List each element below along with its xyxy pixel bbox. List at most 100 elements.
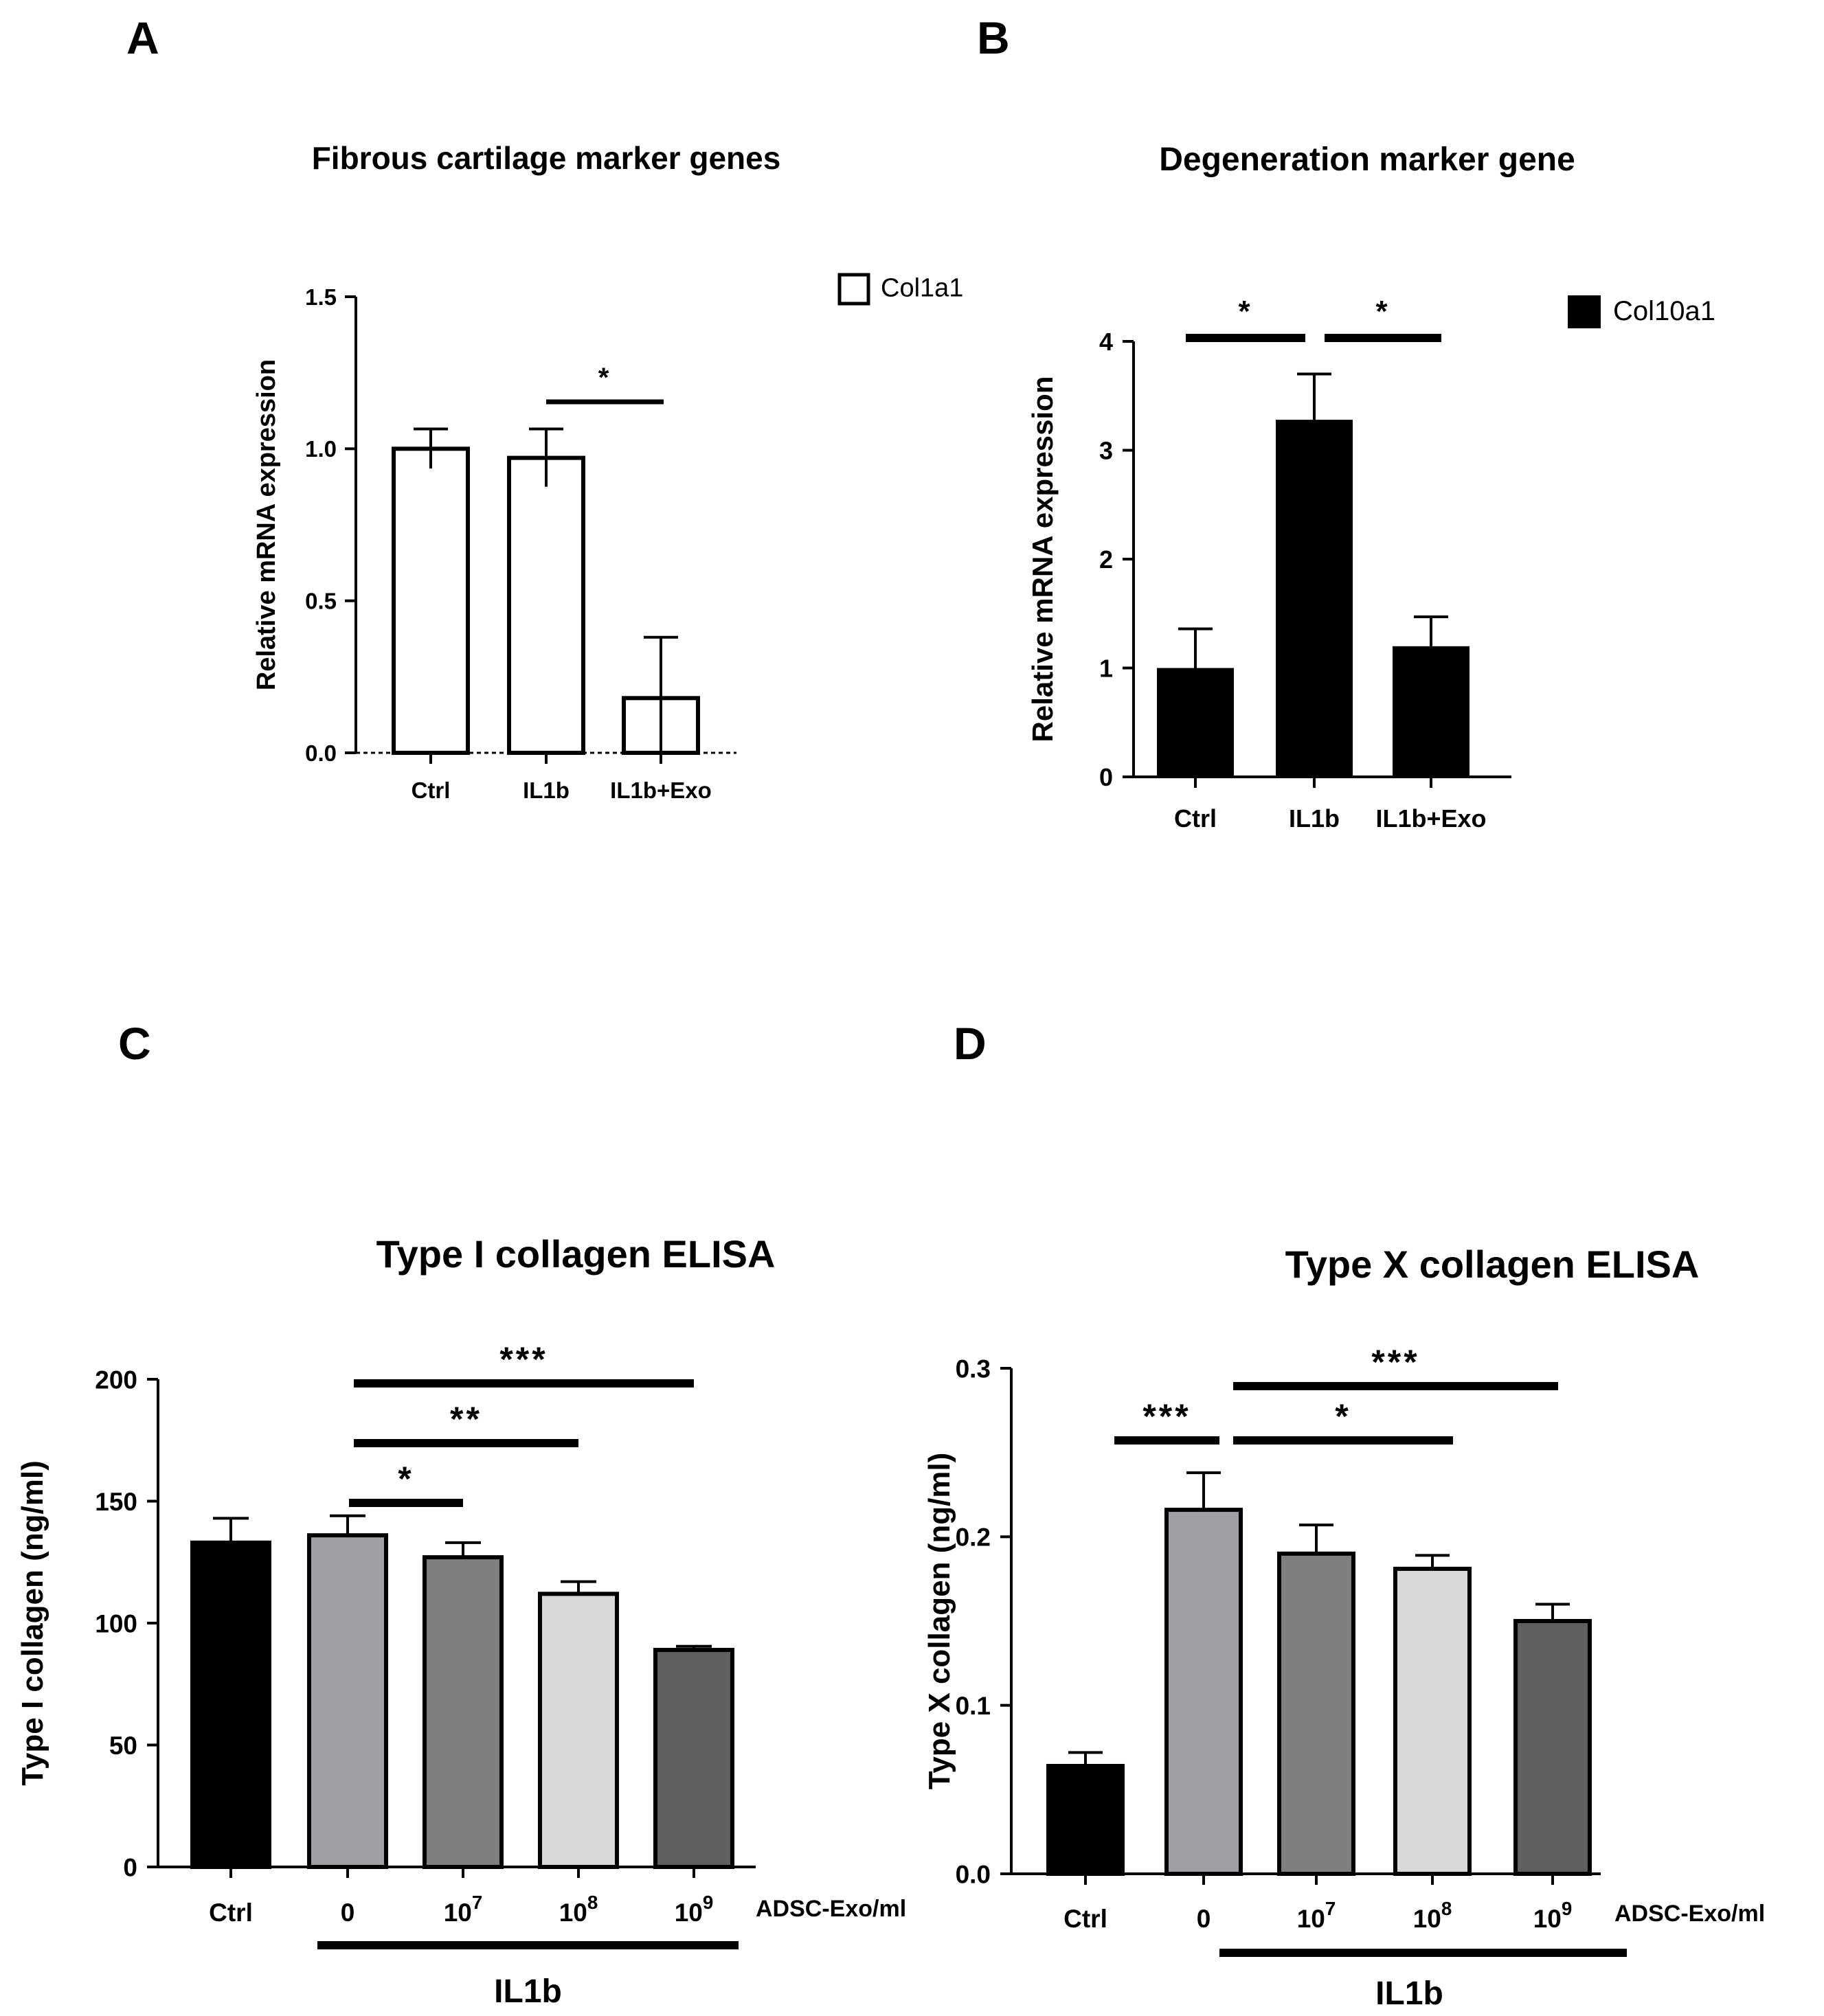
legend: Col10a1 [1568, 295, 1715, 328]
x-tick-label-exponent: 9 [1562, 1898, 1572, 1919]
bar [307, 1533, 388, 1869]
significance-label: * [1238, 295, 1252, 328]
x-tick-label: IL1b+Exo [1375, 804, 1486, 833]
panel-letter-a: A [126, 12, 159, 63]
x-tick-label-exponent: 7 [1325, 1898, 1336, 1919]
y-axis-label: Type I collagen (ng/ml) [16, 1460, 49, 1785]
bar [1393, 1566, 1472, 1877]
panel-letter-d: D [954, 1018, 987, 1069]
y-axis-label: Type X collagen (ng/ml) [923, 1453, 956, 1790]
group-bar [1219, 1949, 1627, 1957]
x-tick-label: Ctrl [412, 778, 451, 803]
x-tick-label: 0 [341, 1899, 355, 1927]
x-tick-label: IL1b [523, 778, 570, 803]
x-tick-label-base: Ctrl [209, 1899, 253, 1927]
x-tick-label: 0 [1197, 1905, 1211, 1933]
significance-label: * [1375, 295, 1390, 328]
x-tick-label-base: Ctrl [1063, 1905, 1107, 1933]
x-tick-label-exponent: 8 [587, 1892, 598, 1913]
y-tick-label: 2 [1099, 545, 1113, 574]
x-tick-label: 108 [559, 1892, 598, 1927]
group-label: IL1b [494, 1973, 562, 2010]
x-axis-label: ADSC-Exo/ml [756, 1896, 906, 1922]
significance-bar [546, 399, 664, 405]
bar [1164, 1508, 1243, 1877]
significance-bar [1233, 1382, 1558, 1390]
chart-a: Fibrous cartilage marker genes 0.0 0.5 1.0 1… [252, 140, 963, 803]
x-tick-label-base: 0 [341, 1899, 355, 1927]
x-tick-label-exponent: 7 [472, 1892, 482, 1913]
significance-label: *** [499, 1340, 548, 1379]
x-tick-label: 107 [444, 1892, 483, 1927]
y-tick-label: 0.3 [956, 1355, 991, 1383]
significance-label: *** [1142, 1397, 1191, 1436]
significance-label: *** [1371, 1343, 1419, 1381]
bar [1393, 646, 1470, 777]
significance-bar [354, 1379, 694, 1388]
y-axis-label: Relative mRNA expression [1026, 376, 1059, 743]
x-tick-label: Ctrl [1174, 804, 1217, 833]
significance-bar [354, 1439, 578, 1447]
y-tick-label: 0 [1099, 763, 1113, 791]
x-tick-label: Ctrl [1063, 1905, 1107, 1933]
x-tick-label: 108 [1413, 1898, 1452, 1933]
x-tick-label-base: 0 [1197, 1905, 1211, 1933]
y-tick-label: 200 [95, 1366, 137, 1394]
x-tick-label: Ctrl [209, 1899, 253, 1927]
significance-label: * [1335, 1397, 1351, 1436]
x-tick-label-exponent: 8 [1441, 1898, 1452, 1919]
y-axis-label: Relative mRNA expression [252, 359, 281, 690]
panel-letter-b: B [977, 12, 1010, 63]
chart-title: Fibrous cartilage marker genes [312, 140, 781, 176]
bar [1513, 1619, 1592, 1876]
x-tick-label-base: 10 [1413, 1905, 1441, 1933]
bar [1276, 420, 1353, 777]
legend: Col1a1 [837, 273, 963, 306]
chart-d: Type X collagen ELISA 0.0 0.1 0.2 0.3 Type X … [923, 1243, 1765, 2012]
y-tick-label: 1.5 [305, 284, 337, 310]
significance-label: * [398, 1460, 414, 1498]
y-tick-label: 1.0 [305, 436, 337, 462]
bar [392, 446, 470, 755]
significance-label: ** [450, 1400, 482, 1438]
x-axis-label: ADSC-Exo/ml [1614, 1901, 1765, 1927]
x-tick-label: 107 [1297, 1898, 1336, 1933]
x-tick-label-base: 10 [444, 1899, 472, 1927]
y-tick-label: 0.1 [956, 1692, 991, 1720]
x-tick-label: IL1b [1289, 804, 1340, 833]
x-tick-label: 109 [675, 1892, 714, 1927]
x-tick-label-base: 10 [1533, 1905, 1562, 1933]
significance-label: * [598, 363, 612, 393]
chart-b: Degeneration marker gene 0 1 2 3 4 Relative mR… [1026, 141, 1715, 833]
significance-bar [1325, 334, 1441, 342]
y-tick-label: 0.0 [956, 1860, 991, 1888]
bar [190, 1540, 271, 1870]
y-tick-label: 3 [1099, 436, 1113, 464]
y-tick-label: 0.5 [305, 589, 337, 614]
group-label: IL1b [1375, 1975, 1443, 2012]
bar [1046, 1763, 1125, 1876]
bar [1157, 668, 1234, 777]
y-tick-label: 4 [1099, 328, 1113, 356]
x-tick-label-base: 10 [1297, 1905, 1325, 1933]
significance-bar [349, 1499, 463, 1507]
significance-bar [1233, 1436, 1453, 1445]
panel-letter-c: C [118, 1018, 151, 1069]
significance-bar [1186, 334, 1305, 342]
significance-bar [1114, 1436, 1219, 1445]
legend-swatch [1568, 295, 1601, 328]
x-tick-label-base: 10 [675, 1899, 703, 1927]
legend-label: Col10a1 [1613, 296, 1715, 326]
x-tick-label-exponent: 9 [703, 1892, 713, 1913]
x-tick-label-base: 10 [559, 1899, 587, 1927]
y-tick-label: 0 [123, 1853, 137, 1881]
chart-title: Type X collagen ELISA [1285, 1243, 1700, 1286]
y-tick-label: 150 [95, 1488, 137, 1516]
y-tick-label: 100 [95, 1609, 137, 1638]
bar [423, 1555, 504, 1869]
legend-label: Col1a1 [881, 274, 963, 303]
y-tick-label: 0.2 [956, 1524, 991, 1552]
x-tick-label: IL1b+Exo [610, 778, 712, 803]
